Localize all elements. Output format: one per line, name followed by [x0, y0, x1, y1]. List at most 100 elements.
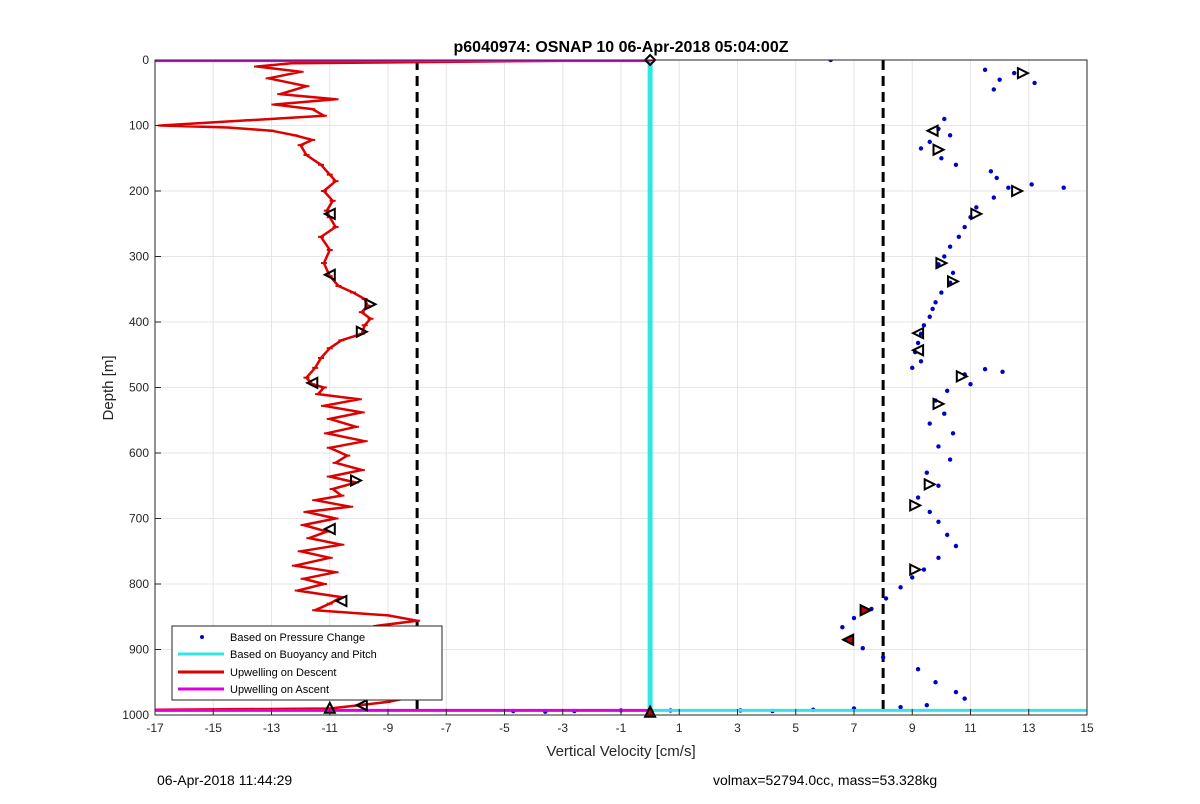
reference-lines	[415, 60, 885, 715]
pressure-point	[991, 195, 996, 200]
pressure-point	[991, 87, 996, 92]
x-tick-label: 9	[909, 721, 916, 735]
pressure-point	[915, 495, 921, 500]
pressure-point	[924, 470, 930, 475]
triangle-marker	[923, 477, 937, 492]
pressure-point	[910, 575, 915, 580]
pressure-point	[927, 509, 932, 515]
triangle-marker	[322, 522, 336, 536]
x-tick-label: 15	[1080, 721, 1094, 735]
legend-label-descent: Upwelling on Descent	[230, 667, 336, 679]
pressure-point	[945, 532, 950, 538]
pressure-point	[883, 596, 889, 601]
x-tick-label: 7	[851, 721, 858, 735]
pressure-point	[982, 366, 988, 372]
x-axis-label: Vertical Velocity [cm/s]	[546, 743, 695, 760]
pressure-point	[898, 585, 903, 590]
pressure-point	[915, 666, 921, 672]
x-tick-label: -7	[441, 721, 452, 735]
pressure-point	[1000, 369, 1005, 374]
triangle-marker	[970, 207, 984, 221]
y-tick-label: 500	[129, 381, 149, 395]
pressure-point	[918, 359, 924, 364]
triangle-marker	[932, 143, 946, 157]
pressure-point	[939, 290, 944, 295]
pressure-point	[880, 655, 886, 660]
marker-layer	[305, 53, 1031, 718]
pressure-point	[930, 306, 935, 312]
legend-label-ascent: Upwelling on Ascent	[230, 684, 329, 696]
triangle-marker	[1011, 184, 1025, 198]
y-tick-label: 1000	[122, 708, 149, 722]
pressure-point	[1029, 182, 1034, 187]
pressure-point	[933, 300, 938, 305]
x-tick-label: -5	[499, 721, 510, 735]
pressure-point	[947, 457, 953, 462]
pressure-point	[915, 340, 921, 346]
x-tick-label: 3	[734, 721, 741, 735]
pressure-point	[962, 224, 967, 230]
triangle-marker	[910, 326, 925, 340]
pressure-point	[942, 116, 947, 122]
legend-label-pressure: Based on Pressure Change	[230, 632, 365, 644]
pressure-point	[898, 704, 903, 710]
triangle-marker	[909, 562, 923, 577]
pressure-point	[910, 365, 915, 371]
pressure-point	[945, 388, 950, 393]
x-tick-label: -1	[616, 721, 627, 735]
chart-title: p6040974: OSNAP 10 06-Apr-2018 05:04:00Z	[454, 39, 789, 56]
pressure-point	[918, 146, 924, 151]
triangle-marker	[910, 343, 925, 357]
triangle-marker	[909, 498, 923, 513]
y-axis-label: Depth [m]	[100, 355, 117, 420]
pressure-point	[962, 696, 967, 701]
pressure-point	[974, 205, 979, 210]
triangle-marker	[334, 594, 348, 608]
footer-summary: volmax=52794.0cc, mass=53.328kg	[713, 772, 938, 788]
triangle-marker	[350, 473, 364, 488]
pressure-point	[936, 519, 941, 524]
pressure-point	[936, 444, 941, 449]
x-tick-label: 5	[792, 721, 799, 735]
triangle-marker	[955, 369, 970, 384]
x-tick-label: 1	[676, 721, 683, 735]
pressure-point	[953, 162, 959, 167]
legend-swatch-pressure	[200, 635, 204, 639]
pressure-point	[936, 483, 941, 488]
triangle-marker	[322, 268, 336, 282]
legend-label-buoyancy: Based on Buoyancy and Pitch	[230, 649, 377, 661]
pressure-point	[921, 323, 927, 328]
pressure-point	[956, 234, 962, 240]
triangle-marker	[840, 633, 855, 647]
y-tick-label: 100	[129, 119, 149, 133]
pressure-point	[1011, 70, 1017, 76]
pressure-point	[851, 615, 857, 621]
triangle-marker	[322, 207, 336, 221]
pressure-point	[1006, 185, 1011, 190]
x-tick-label: -15	[205, 721, 223, 735]
x-tick-label: -13	[263, 721, 281, 735]
pressure-point	[950, 431, 956, 436]
x-tick-label: -11	[322, 721, 339, 735]
pressure-point	[942, 411, 947, 416]
x-tick-label: -17	[146, 721, 164, 735]
x-tick-label: -3	[557, 721, 568, 735]
x-tick-label: 11	[964, 721, 977, 735]
y-tick-label: 300	[129, 250, 149, 264]
pressure-point	[997, 77, 1002, 82]
pressure-point	[994, 175, 999, 181]
pressure-point	[953, 689, 959, 695]
pressure-point	[933, 680, 938, 685]
triangle-marker	[643, 704, 657, 718]
y-tick-label: 600	[129, 446, 149, 460]
y-tick-label: 400	[129, 315, 149, 329]
triangle-marker	[354, 698, 368, 712]
pressure-point	[968, 382, 973, 387]
pressure-point	[860, 645, 865, 651]
pressure-point	[924, 702, 930, 708]
y-tick-label: 800	[129, 577, 149, 591]
footer-timestamp: 06-Apr-2018 11:44:29	[157, 772, 293, 788]
pressure-point	[840, 625, 845, 630]
y-tick-label: 900	[129, 643, 149, 657]
